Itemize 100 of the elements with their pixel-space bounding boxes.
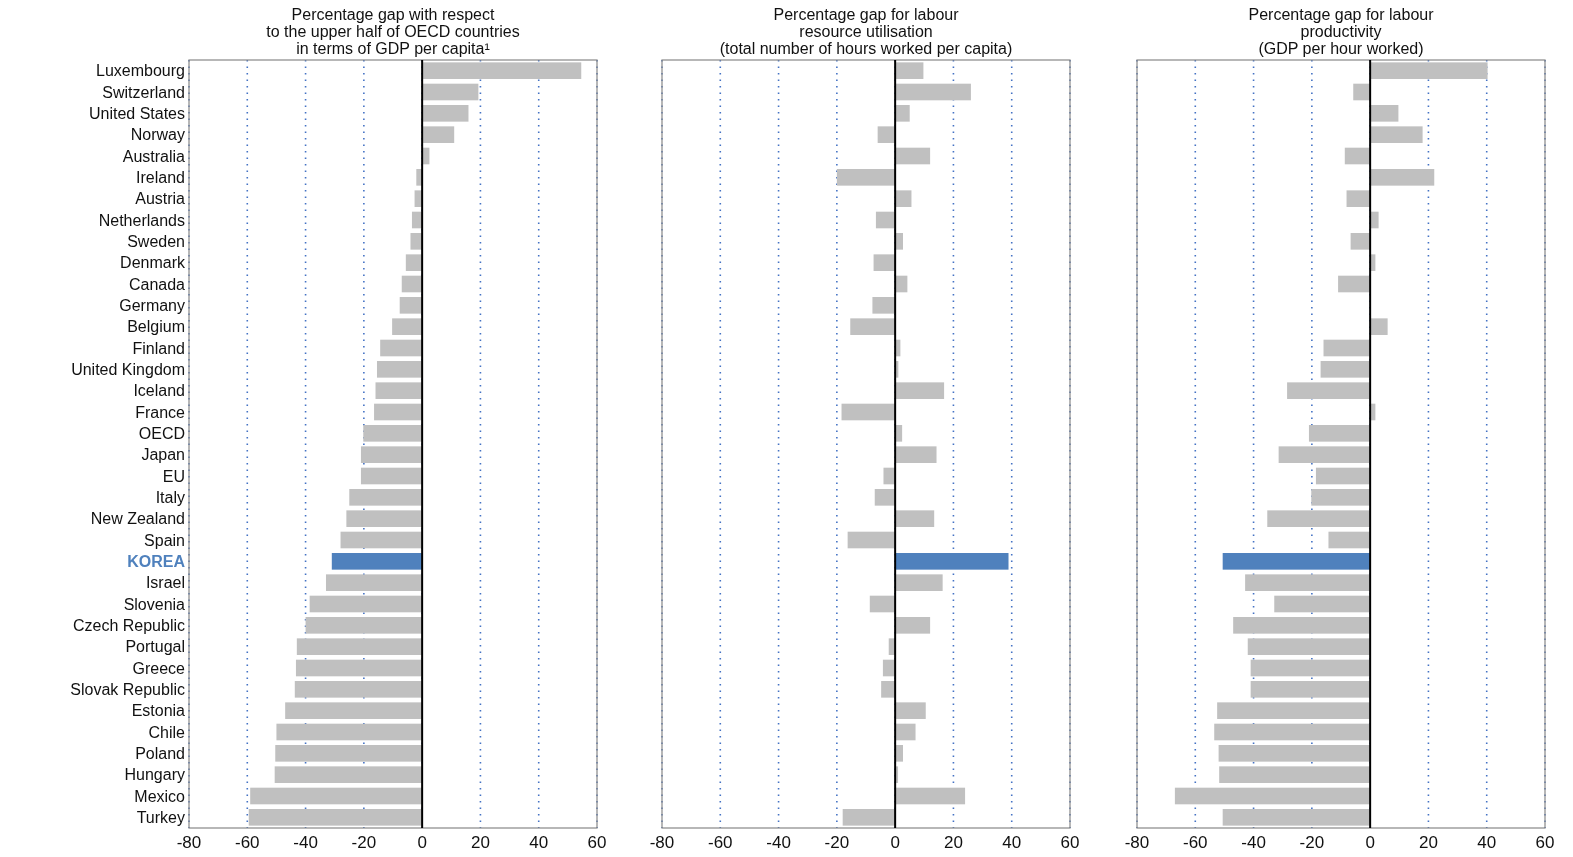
x-tick-label: 40: [1002, 833, 1022, 852]
x-tick-label: 20: [943, 833, 963, 852]
bar: [1217, 702, 1371, 719]
y-tick-label: Slovenia: [123, 595, 186, 613]
y-tick-label: Israel: [145, 574, 185, 592]
bar: [895, 787, 966, 805]
bar: [874, 489, 896, 506]
bar: [1353, 83, 1371, 101]
y-tick-label: Australia: [122, 147, 186, 165]
bar: [847, 531, 896, 549]
bar: [895, 723, 916, 741]
x-tick-label: -60: [708, 833, 733, 852]
bar: [360, 446, 423, 463]
y-tick-label: Estonia: [131, 702, 186, 720]
bar: [1346, 190, 1371, 207]
bar: [1219, 766, 1371, 783]
bar: [296, 638, 423, 655]
bar: [1370, 169, 1435, 186]
bar: [895, 510, 935, 527]
bar: [422, 105, 469, 122]
x-tick-label: 0: [1365, 833, 1375, 852]
bar: [850, 318, 896, 335]
bar: [399, 297, 423, 314]
bar: [1350, 233, 1371, 250]
y-tick-label: Hungary: [124, 766, 185, 784]
bar: [1222, 553, 1371, 570]
bar: [248, 809, 423, 826]
y-tick-label: Portugal: [125, 638, 185, 656]
y-tick-label: Greece: [132, 659, 186, 677]
bar: [1250, 659, 1371, 677]
bar: [375, 382, 423, 399]
bar: [1370, 318, 1388, 335]
bar: [1214, 723, 1371, 741]
x-tick-label: -20: [1299, 833, 1325, 852]
bar: [895, 617, 931, 634]
bar: [872, 297, 896, 314]
chart-title: Percentage gap for labour productivity (GDP per hour worked): [1248, 6, 1435, 57]
bar: [873, 254, 896, 271]
bar: [360, 467, 423, 485]
y-tick-label: Luxembourg: [96, 62, 185, 80]
y-tick-label: Sweden: [127, 232, 185, 250]
x-tick-label: -80: [176, 833, 202, 852]
bar: [836, 169, 896, 186]
bar: [895, 382, 945, 399]
y-tick-label: Finland: [132, 339, 185, 357]
bar: [841, 403, 896, 421]
x-tick-label: -60: [1183, 833, 1208, 852]
y-tick-label: Switzerland: [102, 83, 185, 101]
y-tick-label: Iceland: [133, 382, 185, 400]
bar: [422, 62, 582, 79]
x-tick-label: 0: [417, 833, 427, 852]
bar: [895, 553, 1009, 570]
x-tick-label: -40: [1241, 833, 1266, 852]
bar: [1245, 574, 1371, 591]
x-tick-label: 40: [1477, 833, 1497, 852]
bar: [1267, 510, 1371, 527]
bar: [410, 233, 423, 250]
bar: [275, 745, 423, 762]
x-tick-label: 60: [1535, 833, 1555, 852]
bar: [895, 190, 912, 207]
bar: [1320, 361, 1371, 378]
bar: [422, 83, 479, 101]
y-tick-label: Japan: [141, 446, 185, 464]
x-tick-label: 60: [1060, 833, 1080, 852]
bar: [1250, 681, 1371, 698]
bar: [895, 446, 937, 463]
x-tick-label: -20: [824, 833, 850, 852]
x-tick-label: -40: [293, 833, 318, 852]
bar: [883, 467, 896, 485]
y-tick-label: Mexico: [134, 787, 186, 805]
y-tick-label: France: [135, 403, 186, 421]
bar: [1315, 467, 1371, 485]
y-tick-label: Poland: [135, 744, 185, 762]
bar: [309, 595, 423, 613]
bar: [422, 126, 455, 143]
x-tick-label: -80: [1124, 833, 1150, 852]
bar: [346, 510, 423, 527]
bar: [363, 425, 423, 442]
x-tick-label: -80: [649, 833, 675, 852]
y-tick-label: Spain: [144, 531, 185, 549]
bar: [250, 787, 423, 805]
bar: [895, 147, 931, 165]
bar: [895, 574, 943, 591]
bar: [380, 339, 423, 357]
x-tick-label: 60: [587, 833, 607, 852]
bar: [401, 275, 423, 293]
y-tick-label: Norway: [130, 126, 185, 144]
y-tick-label: United Kingdom: [71, 360, 185, 378]
y-tick-label: Slovak Republic: [70, 680, 185, 698]
bar: [294, 681, 423, 698]
x-tick-label: 0: [890, 833, 900, 852]
bar: [374, 403, 423, 421]
y-tick-label: Belgium: [127, 318, 185, 336]
bar: [376, 361, 423, 378]
bar: [285, 702, 423, 719]
bar: [1311, 489, 1371, 506]
chart-title: Percentage gap with respect to the upper half of OECD countries in terms of GDP per capita¹: [266, 6, 520, 57]
bar: [1370, 62, 1488, 79]
y-tick-label: OECD: [138, 424, 185, 442]
bar: [895, 62, 924, 79]
